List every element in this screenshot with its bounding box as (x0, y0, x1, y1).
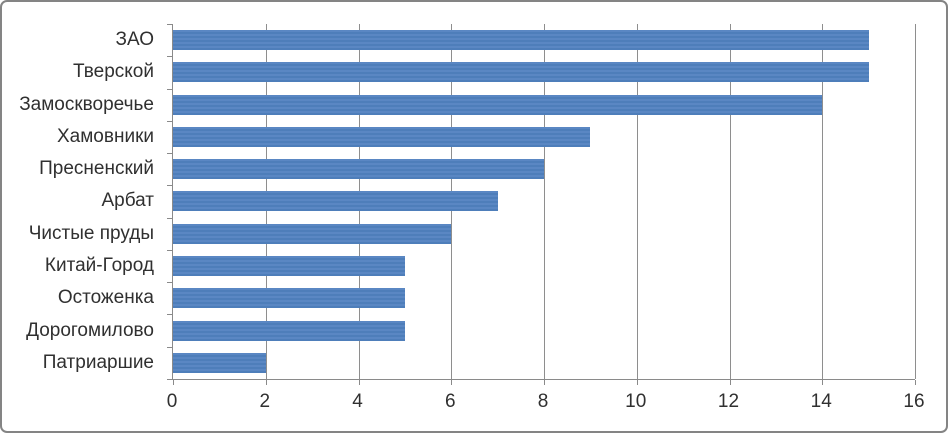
bar (173, 288, 405, 309)
category-tick-mark (167, 24, 172, 25)
value-tick-mark (265, 380, 267, 385)
bar (173, 94, 823, 115)
bar (173, 30, 869, 51)
gridline (915, 24, 916, 379)
bar-row (173, 24, 915, 56)
category-label: Тверской (73, 61, 154, 83)
value-tick-mark (729, 380, 731, 385)
bar-row (173, 185, 915, 217)
bar-row (173, 347, 915, 379)
category-label: Замоскворечье (19, 93, 154, 115)
bar-row (173, 121, 915, 153)
category-label: Чистые пруды (28, 222, 154, 244)
category-label: Остоженка (57, 287, 154, 309)
category-tick-mark (167, 249, 172, 251)
gridline (729, 24, 731, 379)
category-tick-mark (167, 282, 172, 284)
bar-row (173, 250, 915, 282)
category-tick-mark (167, 217, 172, 219)
category-tick-mark (167, 153, 172, 155)
category-axis-labels: ЗАО Тверской Замоскворечье Хамовники Преснен… (2, 24, 163, 379)
category-label: ЗАО (115, 29, 154, 51)
value-tick-label: 8 (537, 391, 549, 412)
category-label: Арбат (101, 190, 154, 212)
value-tick-mark (822, 380, 824, 385)
value-tick-mark (358, 380, 360, 385)
value-tick-label: 10 (625, 391, 647, 412)
category-tick-mark (167, 88, 172, 90)
bar (173, 320, 405, 341)
category-label: Хамовники (57, 125, 154, 147)
value-tick-label: 14 (810, 391, 832, 412)
value-tick-mark (636, 380, 638, 385)
plot-area (167, 24, 916, 385)
category-label: Китай-Город (44, 254, 154, 276)
gridline (822, 24, 824, 379)
value-tick-label: 6 (444, 391, 456, 412)
bar (173, 126, 591, 147)
bar-row (173, 314, 915, 346)
category-tick-mark (167, 379, 172, 380)
category-label: Пресненский (39, 158, 154, 180)
bar (173, 223, 452, 244)
bar (173, 352, 266, 373)
bar-row (173, 218, 915, 250)
value-tick-label: 4 (352, 391, 363, 412)
value-tick-label: 16 (903, 391, 925, 412)
value-tick-mark (915, 380, 916, 385)
bar (173, 62, 869, 83)
bar-row (173, 89, 915, 121)
value-tick-label: 12 (717, 391, 740, 412)
value-tick-mark (451, 380, 453, 385)
category-tick-mark (167, 56, 172, 58)
bar (173, 255, 405, 276)
category-tick-mark (167, 314, 172, 316)
value-tick-label: 0 (166, 391, 178, 412)
category-tick-mark (167, 346, 172, 348)
value-tick-label: 2 (259, 391, 271, 412)
gridline (544, 24, 545, 379)
bar-row (173, 56, 915, 88)
bar-row (173, 153, 915, 185)
bar-series (173, 24, 915, 379)
bar (173, 191, 498, 212)
category-label: Дорогомилово (26, 319, 154, 341)
category-tick-mark (167, 120, 172, 122)
category-tick-mark (167, 185, 172, 187)
value-axis-labels: 0 2 4 6 8 10 12 14 16 (167, 391, 925, 415)
bar-row (173, 282, 915, 314)
category-label: Патриаршие (42, 351, 154, 373)
gridline (636, 24, 638, 379)
bar (173, 159, 544, 180)
value-tick-mark (544, 380, 545, 385)
value-tick-mark (173, 380, 174, 385)
